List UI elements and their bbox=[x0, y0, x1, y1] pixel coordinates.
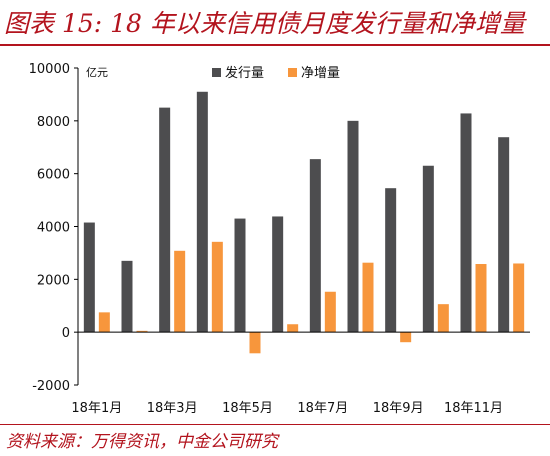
bar-issuance-5 bbox=[234, 218, 246, 333]
bar-issuance-11 bbox=[460, 113, 472, 333]
bar-net-6 bbox=[287, 324, 299, 333]
bar-net-11 bbox=[475, 264, 487, 333]
bar-issuance-7 bbox=[309, 159, 321, 333]
bar-issuance-12 bbox=[498, 137, 510, 333]
y-tick-label: 10000 bbox=[29, 62, 70, 77]
y-tick-label: 0 bbox=[62, 326, 70, 341]
x-tick-label: 18年1月 bbox=[71, 401, 122, 416]
source-divider bbox=[0, 424, 550, 425]
bar-net-3 bbox=[174, 250, 186, 333]
bar-net-7 bbox=[324, 291, 336, 333]
bar-issuance-4 bbox=[196, 91, 208, 333]
bar-issuance-3 bbox=[159, 107, 171, 333]
bar-issuance-10 bbox=[422, 165, 434, 333]
legend-label-issuance: 发行量 bbox=[225, 65, 264, 81]
source-note: 资料来源：万得资讯，中金公司研究 bbox=[6, 432, 278, 452]
bar-issuance-6 bbox=[272, 216, 284, 333]
x-tick-label: 18年11月 bbox=[444, 401, 503, 416]
y-axis-unit: 亿元 bbox=[86, 66, 108, 79]
bar-issuance-8 bbox=[347, 120, 359, 333]
bar-net-8 bbox=[362, 262, 374, 333]
x-tick-label: 18年9月 bbox=[373, 401, 424, 416]
bar-issuance-2 bbox=[121, 260, 133, 333]
legend-swatch-net bbox=[288, 68, 297, 77]
bar-net-9 bbox=[400, 332, 412, 343]
legend-swatch-issuance bbox=[212, 68, 221, 77]
x-tick-label: 18年5月 bbox=[222, 401, 273, 416]
bar-issuance-1 bbox=[83, 222, 95, 333]
bar-net-5 bbox=[249, 332, 261, 354]
bar-net-1 bbox=[98, 312, 110, 333]
legend: 发行量 净增量 bbox=[212, 65, 340, 81]
y-tick-label: 6000 bbox=[37, 168, 70, 183]
x-tick-label: 18年3月 bbox=[147, 401, 198, 416]
y-tick-label: -2000 bbox=[32, 379, 70, 394]
x-axis-ticks: 18年1月 18年3月 18年5月 18年7月 18年9月 18年11月 bbox=[71, 401, 503, 416]
y-axis-ticks: 10000 8000 6000 4000 2000 0 -2000 bbox=[29, 62, 78, 394]
title-divider bbox=[0, 44, 550, 46]
bar-issuance-9 bbox=[385, 188, 397, 333]
y-tick-label: 8000 bbox=[37, 115, 70, 130]
bar-marks bbox=[83, 91, 525, 354]
y-tick-label: 2000 bbox=[37, 273, 70, 288]
y-tick-label: 4000 bbox=[37, 221, 70, 236]
legend-label-net: 净增量 bbox=[301, 66, 340, 81]
bar-net-12 bbox=[513, 263, 525, 333]
bar-net-10 bbox=[437, 304, 449, 333]
x-tick-label: 18年7月 bbox=[297, 401, 348, 416]
bar-net-2 bbox=[136, 330, 148, 333]
chart-title: 图表 15: 18 年以来信用债月度发行量和净增量 bbox=[4, 9, 525, 38]
bar-net-4 bbox=[211, 241, 223, 333]
